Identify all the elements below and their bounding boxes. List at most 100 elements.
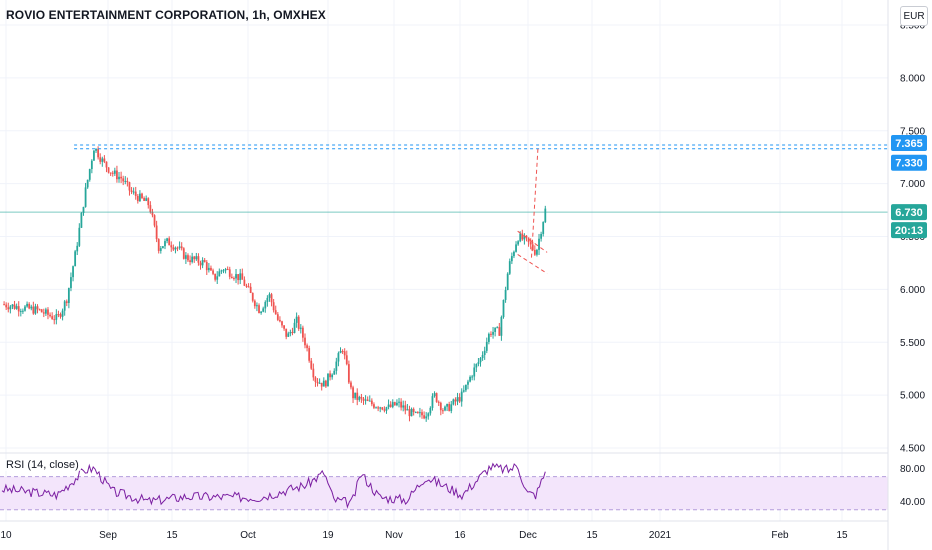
candle-body — [243, 279, 246, 286]
candle-body — [130, 190, 133, 193]
candle-body — [471, 376, 474, 378]
candle-body — [314, 377, 317, 382]
time-tick-label: 15 — [836, 530, 848, 541]
candle-body — [36, 306, 39, 310]
price-tick-label: 7.500 — [900, 126, 925, 137]
candle-body — [402, 405, 405, 408]
candle-body — [210, 267, 212, 271]
candle-body — [216, 276, 219, 280]
candle-body — [272, 302, 275, 311]
currency-button[interactable]: EUR — [900, 6, 928, 26]
candle-body — [469, 376, 471, 382]
candle-body — [134, 191, 137, 196]
candle-body — [425, 416, 428, 419]
candle-body — [70, 277, 72, 289]
candle-body — [124, 180, 127, 182]
candle-body — [364, 399, 367, 401]
candle-body — [299, 327, 302, 329]
candle-body — [379, 407, 382, 409]
time-axis[interactable]: 10 Sep 15 Oct 19 Nov 16 Dec 15 2021 Feb 15 — [0, 530, 848, 541]
candle-body — [126, 180, 129, 183]
candle-body — [279, 319, 281, 322]
candle-body — [118, 176, 120, 180]
candle-body — [385, 407, 388, 411]
candle-body — [308, 348, 311, 361]
time-tick-label: Dec — [519, 530, 537, 541]
rsi-indicator-label[interactable]: RSI (14, close) — [4, 459, 81, 471]
chart-grid — [0, 0, 888, 521]
candle-body — [345, 355, 348, 365]
candle-body — [293, 322, 296, 333]
candle-body — [26, 303, 28, 307]
candle-body — [538, 238, 540, 250]
candle-body — [414, 411, 417, 413]
candle-body — [187, 255, 189, 261]
candle-body — [487, 333, 490, 342]
resistance-tag: 7.330 — [895, 158, 923, 170]
candle-body — [40, 309, 43, 313]
candle-body — [502, 299, 505, 318]
candle-body — [513, 251, 515, 257]
candle-body — [151, 212, 154, 216]
candle-body — [479, 358, 482, 363]
candle-body — [498, 327, 501, 336]
candle-body — [212, 270, 214, 274]
time-tick-label: 10 — [0, 530, 12, 541]
flag-pattern — [517, 148, 548, 274]
candle-body — [128, 182, 131, 191]
candle-body — [193, 256, 196, 260]
candle-body — [86, 179, 89, 188]
candle-body — [444, 406, 446, 411]
candle-body — [214, 273, 217, 280]
candle-body — [448, 404, 451, 411]
candle-body — [533, 249, 536, 255]
time-tick-label: Feb — [771, 530, 789, 541]
candle-body — [76, 245, 79, 252]
candle-body — [105, 161, 108, 168]
candle-body — [510, 256, 513, 262]
candle-body — [408, 409, 411, 417]
candle-body — [63, 301, 66, 311]
candle-body — [337, 353, 340, 362]
candle-body — [21, 310, 24, 312]
candle-body — [166, 238, 168, 242]
candle-body — [262, 308, 265, 312]
candle-body — [333, 370, 336, 375]
candle-body — [373, 404, 375, 408]
candle-body — [339, 351, 342, 354]
candle-body — [375, 407, 377, 409]
candle-body — [3, 304, 5, 306]
candle-body — [57, 314, 60, 316]
resistance-tag-bg — [891, 154, 927, 171]
price-candles — [3, 146, 547, 422]
rsi-axis[interactable]: 40.00 80.00 — [900, 464, 925, 508]
candle-body — [164, 241, 166, 247]
candle-body — [304, 337, 306, 346]
candle-body — [44, 309, 47, 314]
candle-body — [195, 256, 198, 260]
candle-body — [201, 260, 204, 266]
candle-body — [467, 381, 469, 385]
candle-body — [103, 158, 106, 162]
candle-body — [393, 402, 396, 406]
candle-body — [542, 222, 545, 234]
candle-body — [297, 316, 300, 329]
candle-body — [136, 195, 139, 202]
candle-body — [28, 303, 31, 309]
candle-body — [360, 396, 363, 399]
candle-body — [253, 300, 256, 307]
candle-body — [485, 341, 488, 351]
candle-body — [347, 364, 350, 383]
candle-body — [249, 286, 252, 293]
candle-body — [540, 233, 543, 239]
candle-body — [132, 191, 135, 193]
candle-body — [475, 364, 478, 368]
candle-body — [17, 306, 20, 312]
candle-body — [464, 384, 467, 391]
candle-body — [180, 246, 183, 249]
flag-lower-trendline — [517, 254, 548, 274]
price-tick-label: 5.500 — [900, 338, 925, 349]
candle-body — [95, 148, 97, 151]
candle-body — [42, 312, 45, 314]
